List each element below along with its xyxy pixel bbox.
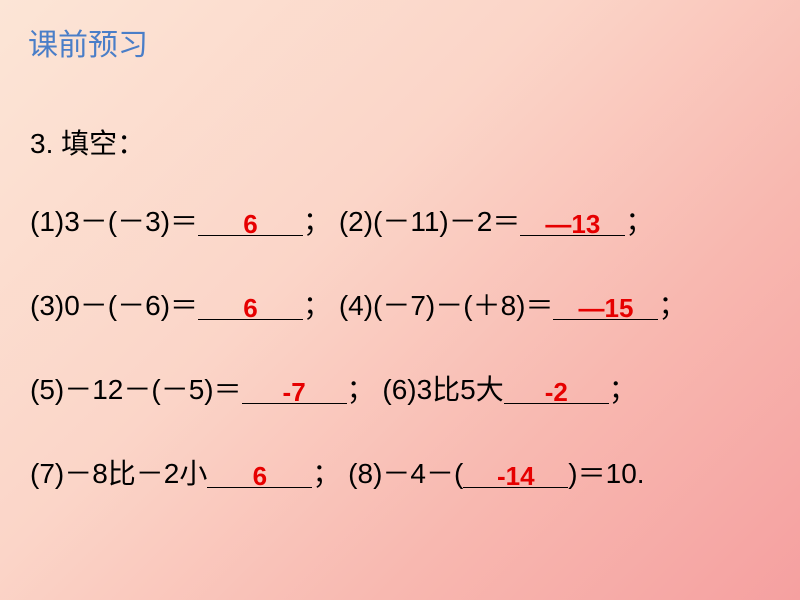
p7-blank: 6 — [207, 460, 312, 488]
section-heading: 课前预习 — [28, 20, 148, 64]
p6-answer: -2 — [545, 377, 568, 407]
p3-trail: ； — [303, 290, 331, 321]
p5-label: (5)－12－(－5)＝ — [30, 374, 242, 405]
row-4: (7)－8比－2小 6 ； (8)－4－( -14 )＝10. — [30, 460, 687, 494]
p3-answer: 6 — [243, 293, 257, 323]
p2-label: (2)(－11)－2＝ — [339, 206, 521, 237]
p4-label: (4)(－7)－(＋8)＝ — [339, 290, 554, 321]
p2-answer: —13 — [545, 209, 600, 239]
p7-label: (7)－8比－2小 — [30, 458, 207, 489]
p4-answer: —15 — [579, 293, 634, 323]
row-2: (3)0－(－6)＝ 6 ； (4)(－7)－(＋8)＝ —15 ； — [30, 292, 687, 326]
p6-label: (6)3比5大 — [382, 374, 503, 405]
p3-label: (3)0－(－6)＝ — [30, 290, 198, 321]
p1-answer: 6 — [243, 209, 257, 239]
p8-answer: -14 — [497, 461, 535, 491]
p7-answer: 6 — [253, 461, 267, 491]
p8-trail: )＝10. — [568, 458, 644, 489]
row-3: (5)－12－(－5)＝ -7 ； (6)3比5大 -2 ； — [30, 376, 687, 410]
p6-blank: -2 — [504, 376, 609, 404]
p2-trail: ； — [625, 206, 653, 237]
p5-trail: ； — [347, 374, 375, 405]
p5-answer: -7 — [283, 377, 306, 407]
p7-trail: ； — [312, 458, 340, 489]
p4-trail: ； — [658, 290, 686, 321]
row-1: (1)3－(－3)＝ 6 ； (2)(－11)－2＝ —13 ； — [30, 208, 687, 242]
p1-blank: 6 — [198, 208, 303, 236]
p1-label: (1)3－(－3)＝ — [30, 206, 198, 237]
question-stem: 3. 填空： — [30, 130, 687, 158]
p2-blank: —13 — [520, 208, 625, 236]
p4-blank: —15 — [553, 292, 658, 320]
p6-trail: ； — [609, 374, 637, 405]
p5-blank: -7 — [242, 376, 347, 404]
p8-label: (8)－4－( — [348, 458, 463, 489]
p3-blank: 6 — [198, 292, 303, 320]
p8-blank: -14 — [463, 460, 568, 488]
p1-trail: ； — [303, 206, 331, 237]
worksheet-content: 3. 填空： (1)3－(－3)＝ 6 ； (2)(－11)－2＝ —13 ； (3)0… — [30, 130, 687, 544]
